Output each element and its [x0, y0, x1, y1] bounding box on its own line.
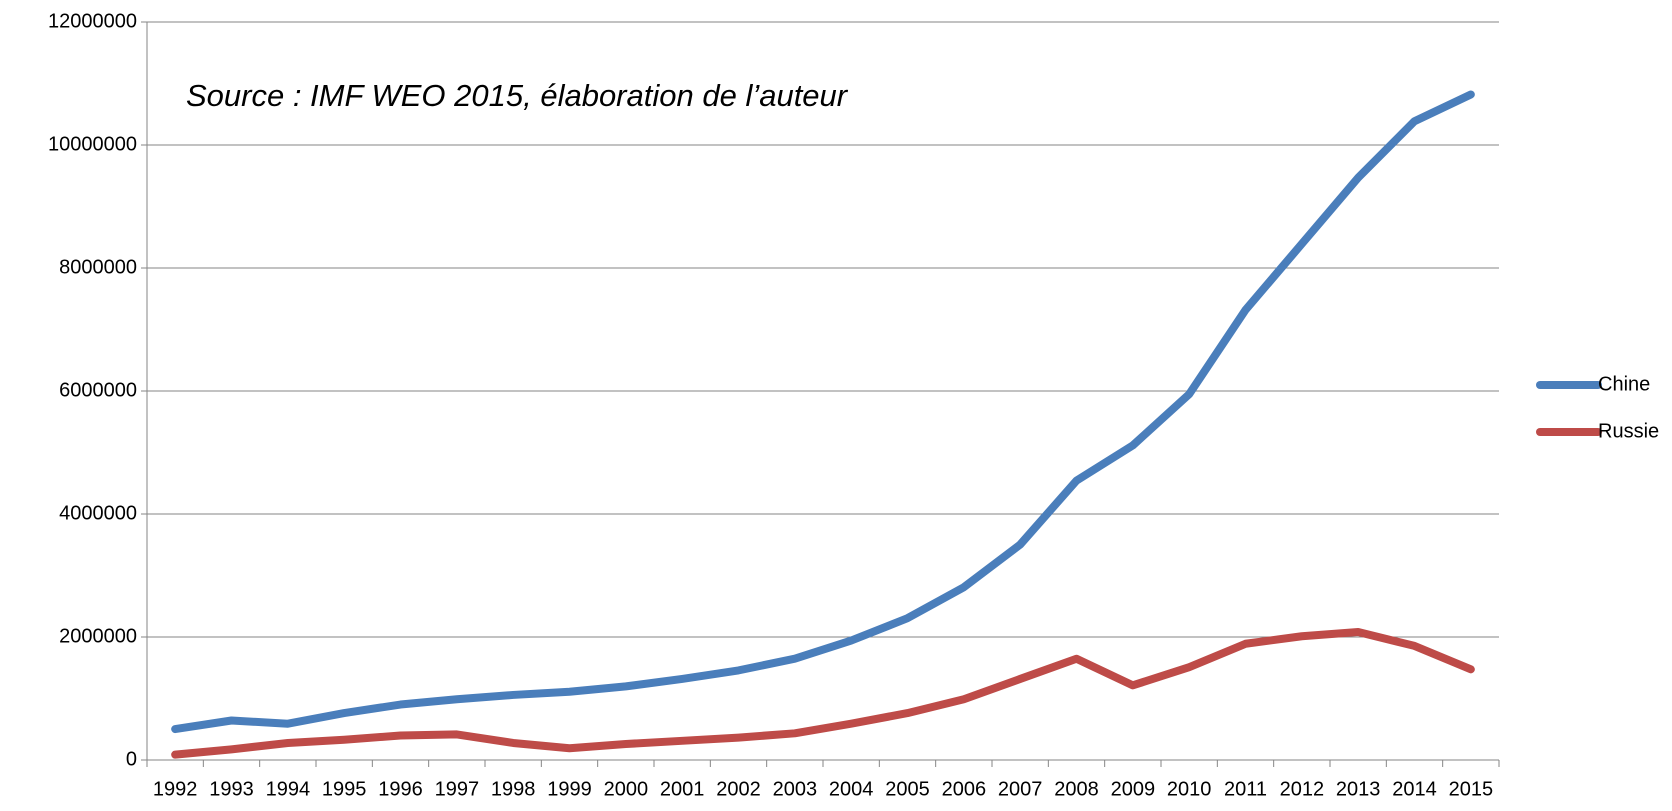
- y-tick-label: 12000000: [48, 10, 137, 32]
- x-tick-label: 2009: [1111, 778, 1156, 800]
- x-tick-label: 2005: [885, 778, 930, 800]
- x-tick-label: 2003: [773, 778, 818, 800]
- x-tick-label: 1998: [491, 778, 536, 800]
- x-tick-label: 2010: [1167, 778, 1212, 800]
- y-tick-label: 6000000: [59, 379, 137, 401]
- x-tick-label: 2011: [1224, 778, 1267, 800]
- x-tick-label: 2014: [1392, 778, 1437, 800]
- annotation: Source : IMF WEO 2015, élaboration de l’…: [186, 78, 849, 113]
- x-tick-label: 2001: [660, 778, 705, 800]
- x-tick-label: 2012: [1280, 778, 1325, 800]
- x-tick-label: 2004: [829, 778, 874, 800]
- x-tick-label: 2002: [716, 778, 761, 800]
- x-tick-label: 2006: [942, 778, 987, 800]
- y-tick-label: 10000000: [48, 133, 137, 155]
- x-tick-label: 1993: [209, 778, 254, 800]
- y-tick-label: 4000000: [59, 502, 137, 524]
- y-tick-label: 8000000: [59, 256, 137, 278]
- x-tick-label: 1999: [547, 778, 592, 800]
- y-tick-label: 0: [126, 748, 137, 770]
- x-tick-label: 1997: [435, 778, 480, 800]
- x-tick-label: 2013: [1336, 778, 1381, 800]
- series-line: [171, 90, 1475, 734]
- x-tick-label: 1995: [322, 778, 367, 800]
- y-tick-label: 2000000: [59, 625, 137, 647]
- legend-label: Russie: [1598, 420, 1659, 442]
- x-tick-label: 1994: [266, 778, 311, 800]
- x-tick-label: 2015: [1449, 778, 1494, 800]
- x-tick-label: 1996: [378, 778, 423, 800]
- legend-label: Chine: [1598, 373, 1650, 395]
- x-tick-label: 2007: [998, 778, 1043, 800]
- series-line: [171, 628, 1475, 759]
- x-tick-label: 1992: [153, 778, 198, 800]
- x-tick-label: 2008: [1054, 778, 1099, 800]
- x-tick-label: 2000: [604, 778, 649, 800]
